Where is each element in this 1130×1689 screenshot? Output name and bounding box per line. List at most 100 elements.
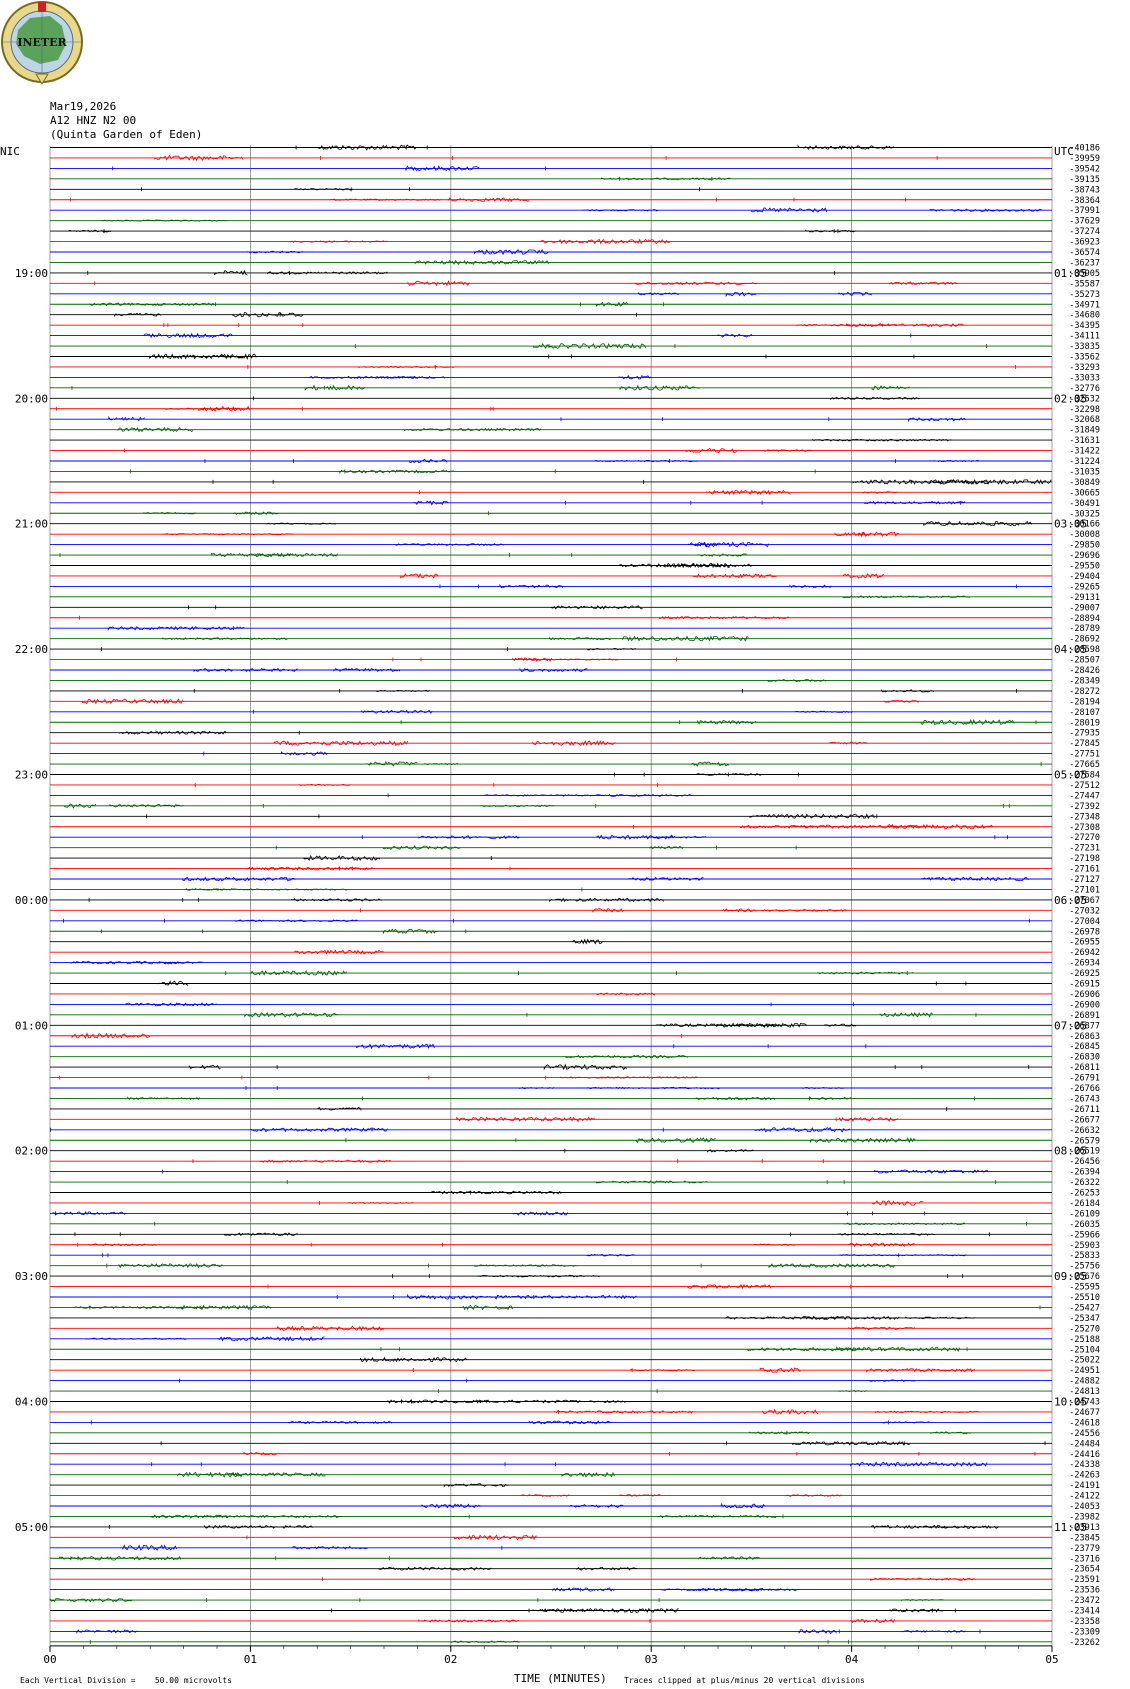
trace-value-label: -25510 [1069, 1293, 1100, 1303]
trace-value-label: -32298 [1069, 405, 1100, 415]
trace-noise [413, 500, 966, 506]
trace-value-label: -27751 [1069, 750, 1100, 760]
trace-layer [49, 144, 1052, 1644]
trace-value-label: -27067 [1069, 896, 1100, 906]
trace-noise [304, 384, 910, 391]
trace-value-label: -26877 [1069, 1021, 1100, 1031]
trace-value-label: -26934 [1069, 959, 1100, 969]
x-tick-label: 01 [244, 1653, 257, 1666]
trace-value-label: -38743 [1069, 185, 1100, 195]
trace-value-label: -24813 [1069, 1387, 1100, 1397]
trace-noise [149, 1514, 779, 1519]
trace-value-label: -24618 [1069, 1418, 1100, 1428]
trace-value-label: -26394 [1069, 1168, 1100, 1178]
trace-noise [685, 447, 813, 454]
trace-value-label: -27584 [1069, 771, 1100, 781]
trace-noise [519, 1086, 844, 1090]
trace-noise [477, 1274, 600, 1278]
trace-value-label: -34680 [1069, 311, 1100, 321]
scale-note: Each Vertical Division = 50.00 microvolt… [20, 1676, 232, 1685]
right-hour-label: 06:05 [1054, 894, 1087, 907]
trace-value-label: -26863 [1069, 1032, 1100, 1042]
trace-value-label: -29550 [1069, 562, 1100, 572]
trace-noise [870, 1577, 976, 1581]
trace-value-label: -26906 [1069, 990, 1100, 1000]
trace-noise [596, 992, 656, 996]
trace-noise [850, 1461, 988, 1468]
trace-noise [210, 552, 747, 558]
trace-value-label: -25427 [1069, 1303, 1100, 1313]
trace-value-label: -26456 [1069, 1157, 1100, 1167]
trace-noise [204, 1524, 1000, 1529]
trace-value-label: -36574 [1069, 248, 1100, 258]
trace-noise [149, 353, 257, 361]
trace-noise [107, 625, 245, 632]
trace-noise [281, 751, 329, 756]
trace-noise [157, 980, 189, 986]
trace-noise [259, 1159, 391, 1163]
trace-value-label: -25756 [1069, 1262, 1100, 1272]
trace-noise [387, 1399, 626, 1404]
trace-noise [532, 1607, 948, 1614]
trace-noise [108, 415, 966, 423]
trace-noise [288, 1420, 930, 1425]
right-hour-label: 02:05 [1054, 392, 1087, 405]
trace-value-label: -32776 [1069, 384, 1100, 394]
trace-value-label: -26791 [1069, 1074, 1100, 1084]
trace-value-label: -27101 [1069, 885, 1100, 895]
trace-noise [792, 1440, 910, 1446]
trace-noise [122, 1544, 368, 1551]
trace-value-label: -37629 [1069, 217, 1100, 227]
trace-noise [395, 541, 770, 548]
trace-noise [360, 1356, 468, 1363]
trace-noise [414, 259, 549, 265]
trace-value-label: -27447 [1069, 791, 1100, 801]
trace-value-label: -26955 [1069, 938, 1100, 948]
trace-value-label: -26900 [1069, 1000, 1100, 1010]
trace-value-label: -28894 [1069, 614, 1100, 624]
trace-value-label: -28019 [1069, 718, 1100, 728]
trace-noise [302, 854, 380, 862]
trace-noise [119, 730, 227, 735]
trace-noise [68, 229, 857, 233]
right-hour-label: 04:05 [1054, 643, 1087, 656]
trace-value-label: -23262 [1069, 1638, 1100, 1648]
trace-noise [706, 489, 898, 496]
left-hour-label: 00:00 [15, 894, 48, 907]
trace-noise [378, 1566, 637, 1571]
trace-value-label: -40186 [1069, 144, 1100, 154]
trace-noise [177, 1471, 615, 1478]
left-hour-label: 05:00 [15, 1521, 48, 1534]
trace-noise [739, 823, 994, 830]
trace-value-label: -26677 [1069, 1115, 1100, 1125]
trace-noise [182, 876, 1030, 882]
trace-noise [82, 698, 920, 705]
trace-value-label: -25104 [1069, 1345, 1100, 1355]
trace-value-label: -24053 [1069, 1502, 1100, 1512]
trace-noise [76, 1629, 966, 1635]
right-hour-label: 01:05 [1054, 267, 1087, 280]
trace-value-label: -25188 [1069, 1335, 1100, 1345]
right-hour-label: 05:05 [1054, 769, 1087, 782]
trace-noise [601, 177, 731, 181]
trace-noise [163, 531, 899, 537]
trace-noise [162, 635, 749, 642]
label-layer: 00 01 02 03 04 05 -40186-39959-39542-39135-387… [0, 144, 1100, 1666]
trace-noise [49, 1597, 944, 1603]
trace-noise [400, 573, 885, 579]
trace-noise [552, 1587, 798, 1592]
trace-value-label: -25833 [1069, 1251, 1100, 1261]
trace-noise [450, 1640, 521, 1644]
trace-noise [564, 1054, 689, 1059]
trace-noise [852, 478, 1052, 485]
x-tick-label: 03 [645, 1653, 658, 1666]
trace-noise [746, 1346, 961, 1353]
trace-value-label: -39959 [1069, 154, 1100, 164]
trace-noise [117, 426, 542, 433]
trace-value-label: -26811 [1069, 1063, 1100, 1073]
trace-value-label: -23472 [1069, 1596, 1100, 1606]
right-zone-label: UTC [1054, 145, 1074, 158]
trace-value-label: -23779 [1069, 1544, 1100, 1554]
trace-noise [454, 1534, 538, 1541]
trace-noise [382, 928, 438, 935]
